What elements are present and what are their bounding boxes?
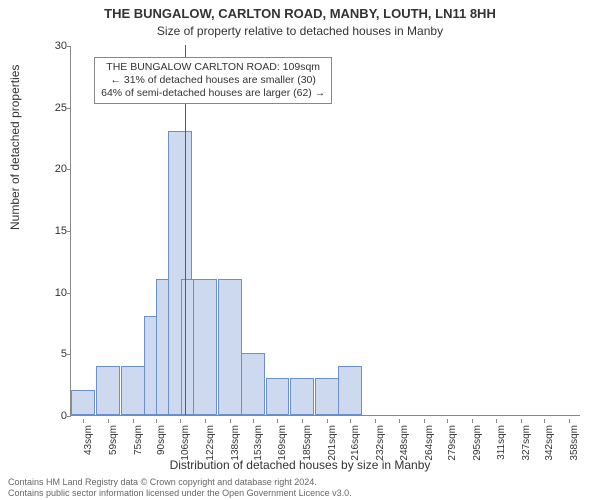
x-tick-label: 59sqm — [108, 425, 119, 455]
x-tick-label: 122sqm — [205, 425, 216, 461]
x-tick-mark — [108, 419, 109, 423]
x-axis-label: Distribution of detached houses by size … — [0, 458, 600, 472]
y-tick-label: 0 — [37, 410, 71, 422]
info-box-line: 64% of semi-detached houses are larger (… — [101, 87, 325, 100]
x-tick-mark — [253, 419, 254, 423]
x-tick-label: 216sqm — [350, 425, 361, 461]
x-tick-label: 248sqm — [399, 425, 410, 461]
y-tick-label: 5 — [37, 348, 71, 360]
x-tick-label: 327sqm — [521, 425, 532, 461]
histogram-bar — [266, 378, 290, 415]
x-tick-mark — [544, 419, 545, 423]
chart-subtitle: Size of property relative to detached ho… — [0, 24, 600, 38]
x-tick-mark — [133, 419, 134, 423]
x-tick-mark — [399, 419, 400, 423]
x-tick-mark — [447, 419, 448, 423]
x-tick-mark — [327, 419, 328, 423]
y-tick-mark — [67, 293, 71, 294]
footer-line-2: Contains public sector information licen… — [8, 488, 592, 498]
x-tick-mark — [496, 419, 497, 423]
x-tick-label: 185sqm — [302, 425, 313, 461]
x-tick-mark — [350, 419, 351, 423]
footer-line-1: Contains HM Land Registry data © Crown c… — [8, 477, 592, 487]
y-axis-label: Number of detached properties — [8, 65, 22, 230]
x-tick-mark — [83, 419, 84, 423]
histogram-bar — [218, 279, 242, 415]
x-tick-label: 295sqm — [472, 425, 483, 461]
x-tick-label: 232sqm — [375, 425, 386, 461]
y-tick-mark — [67, 46, 71, 47]
y-tick-label: 15 — [37, 225, 71, 237]
x-tick-label: 358sqm — [569, 425, 580, 461]
y-tick-mark — [67, 354, 71, 355]
y-tick-mark — [67, 231, 71, 232]
property-info-box: THE BUNGALOW CARLTON ROAD: 109sqm← 31% o… — [94, 57, 332, 104]
x-tick-mark — [302, 419, 303, 423]
x-tick-label: 201sqm — [327, 425, 338, 461]
y-tick-mark — [67, 416, 71, 417]
info-box-line: ← 31% of detached houses are smaller (30… — [101, 74, 325, 87]
x-tick-label: 279sqm — [447, 425, 458, 461]
x-tick-mark — [472, 419, 473, 423]
info-box-line: THE BUNGALOW CARLTON ROAD: 109sqm — [101, 61, 325, 74]
chart-plot-area: 05101520253043sqm59sqm75sqm90sqm106sqm12… — [70, 46, 580, 416]
x-tick-label: 264sqm — [424, 425, 435, 461]
x-tick-label: 106sqm — [180, 425, 191, 461]
histogram-bar — [96, 366, 120, 415]
x-tick-mark — [180, 419, 181, 423]
x-tick-label: 342sqm — [544, 425, 555, 461]
y-tick-mark — [67, 169, 71, 170]
footer-attribution: Contains HM Land Registry data © Crown c… — [0, 477, 600, 498]
y-tick-label: 25 — [37, 102, 71, 114]
histogram-bar — [193, 279, 217, 415]
x-tick-mark — [156, 419, 157, 423]
x-tick-label: 90sqm — [156, 425, 167, 455]
x-tick-mark — [375, 419, 376, 423]
x-tick-mark — [230, 419, 231, 423]
chart-title: THE BUNGALOW, CARLTON ROAD, MANBY, LOUTH… — [0, 6, 600, 21]
x-tick-label: 153sqm — [253, 425, 264, 461]
histogram-bar — [71, 390, 95, 415]
x-tick-mark — [277, 419, 278, 423]
histogram-bar — [121, 366, 145, 415]
histogram-bar — [290, 378, 314, 415]
x-tick-label: 43sqm — [83, 425, 94, 455]
x-tick-label: 138sqm — [230, 425, 241, 461]
x-tick-mark — [569, 419, 570, 423]
x-tick-mark — [521, 419, 522, 423]
x-tick-label: 169sqm — [277, 425, 288, 461]
x-tick-mark — [205, 419, 206, 423]
y-tick-label: 30 — [37, 40, 71, 52]
x-tick-mark — [424, 419, 425, 423]
y-tick-mark — [67, 108, 71, 109]
histogram-bar — [315, 378, 339, 415]
histogram-bar — [338, 366, 362, 415]
histogram-bar — [241, 353, 265, 415]
x-tick-label: 75sqm — [133, 425, 144, 455]
x-tick-label: 311sqm — [496, 425, 507, 460]
y-tick-label: 10 — [37, 287, 71, 299]
y-tick-label: 20 — [37, 163, 71, 175]
